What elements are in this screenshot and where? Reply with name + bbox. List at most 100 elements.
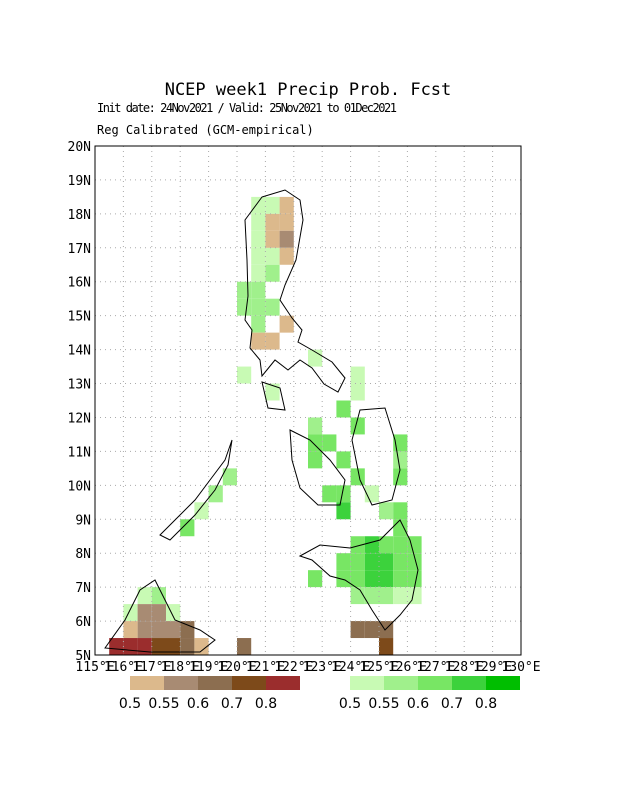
wet-cell (407, 587, 422, 605)
wet-cell (350, 553, 365, 571)
cells (109, 196, 422, 655)
x-tick-label: 126°E (388, 660, 427, 675)
dry-cell (109, 638, 124, 655)
legend-swatch (164, 676, 198, 690)
wet-cell (393, 536, 408, 554)
wet-cell (350, 570, 365, 588)
wet-cell (407, 553, 422, 571)
y-tick-label: 13N (68, 378, 91, 393)
dry-cell (251, 332, 266, 350)
title: NCEP week1 Precip Prob. Fcst (165, 80, 452, 100)
x-tick-label: 123°E (303, 660, 342, 675)
wet-cell (308, 451, 323, 469)
wet-cell (251, 264, 266, 282)
wet-cell (265, 264, 280, 282)
wet-cell (336, 451, 351, 469)
y-tick-label: 18N (68, 208, 91, 223)
wet-cell (393, 519, 408, 537)
legend-label: 0.8 (255, 696, 277, 712)
dry-cell (194, 638, 209, 655)
x-tick-label: 130°E (501, 660, 540, 675)
y-tick-label: 6N (75, 615, 91, 630)
legend: 0.5 0.55 0.6 0.7 0.8 0.5 0.55 0.6 0.7 0.8 (119, 676, 520, 712)
mindoro (261, 381, 286, 411)
legend-label: 0.55 (148, 696, 179, 712)
x-tick-label: 120°E (217, 660, 256, 675)
wet-cell (350, 587, 365, 605)
dry-cell (265, 213, 280, 231)
wet-cell (308, 570, 323, 588)
dry-cell (279, 196, 294, 214)
y-tick-label: 15N (68, 310, 91, 325)
wet-cell (194, 502, 209, 520)
y-tick-label: 20N (68, 140, 91, 155)
wet-cell (393, 468, 408, 486)
palawan (159, 439, 233, 541)
mindanao (298, 519, 419, 631)
y-tick-label: 8N (75, 547, 91, 562)
x-tick-label: 118°E (161, 660, 200, 675)
legend-label: 0.7 (221, 696, 243, 712)
wet-cell (364, 536, 379, 554)
dry-cell (265, 230, 280, 248)
y-tick-label: 17N (68, 242, 91, 257)
wet-cell (407, 570, 422, 588)
wet-cell (393, 570, 408, 588)
dry-cell (279, 230, 294, 248)
dry-cell (237, 638, 252, 655)
dry-cell (123, 638, 138, 655)
dry-cell (137, 604, 152, 622)
wet-cell (379, 553, 394, 571)
legend-swatch (452, 676, 486, 690)
dry-cell (151, 638, 166, 655)
wet-cell (336, 570, 351, 588)
dry-cell (166, 638, 181, 655)
wet-cell (308, 434, 323, 452)
x-tick-label: 116°E (104, 660, 143, 675)
visayas (289, 407, 401, 506)
wet-cell (322, 434, 337, 452)
dry-cell (364, 621, 379, 639)
legend-swatch (486, 676, 520, 690)
legend-label: 0.5 (339, 696, 361, 712)
y-tick-label: 7N (75, 581, 91, 596)
y-tick-label: 19N (68, 174, 91, 189)
luzon (244, 189, 346, 393)
wet-cell (237, 366, 252, 384)
wet-cell (350, 468, 365, 486)
wet-cell (251, 230, 266, 248)
y-tick-label: 16N (68, 276, 91, 291)
legend-swatch (232, 676, 266, 690)
wet-cell (265, 247, 280, 265)
wet-cell (393, 553, 408, 571)
wet-cell (237, 298, 252, 316)
x-tick-label: 121°E (246, 660, 285, 675)
wet-cell (350, 366, 365, 384)
map-frame (94, 145, 522, 656)
x-tick-label: 122°E (274, 660, 313, 675)
wet-cell (393, 587, 408, 605)
dry-cell (279, 213, 294, 231)
x-tick-label: 129°E (473, 660, 512, 675)
dry-cell (180, 638, 195, 655)
wet-cell (208, 485, 223, 503)
dry-cell (137, 621, 152, 639)
legend-label: 0.55 (368, 696, 399, 712)
wet-cell (350, 536, 365, 554)
wet-cell (251, 247, 266, 265)
wet-cell (336, 502, 351, 520)
wet-cell (322, 485, 337, 503)
x-tick-label: 115°E (75, 660, 114, 675)
wet-cell (379, 502, 394, 520)
wet-cell (222, 468, 237, 486)
wet-cell (379, 587, 394, 605)
wet-cell (379, 570, 394, 588)
wet-cell (336, 400, 351, 418)
x-tick-label: 127°E (416, 660, 455, 675)
x-tick-label: 117°E (132, 660, 171, 675)
wet-cell (336, 553, 351, 571)
legend-swatch (266, 676, 300, 690)
x-tick-label: 128°E (445, 660, 484, 675)
